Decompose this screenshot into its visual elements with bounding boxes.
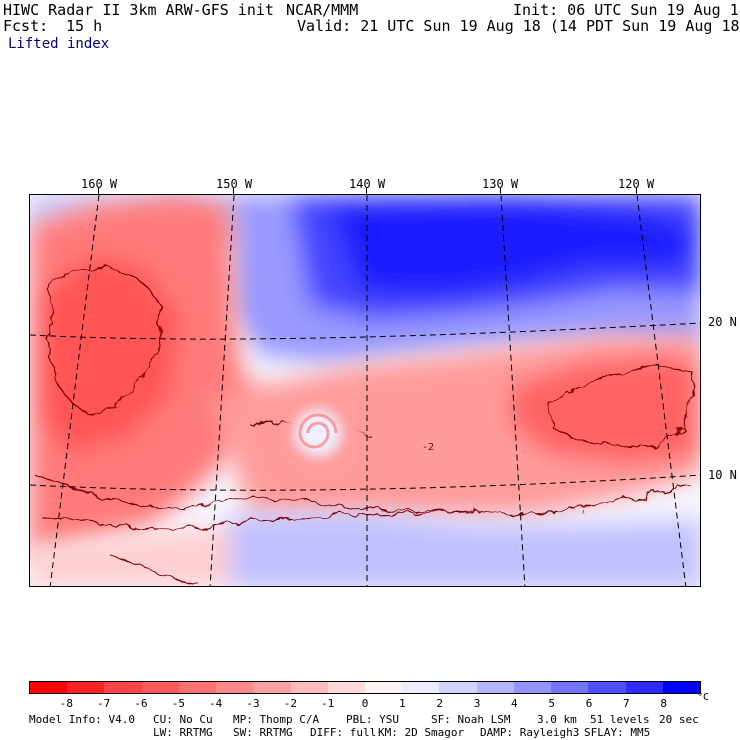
colorbar-tick-label: -1 [321,697,335,710]
colorbar-tick-label: 8 [660,697,667,710]
footer-sflay: SFLAY: MM5 [584,726,651,739]
footer-cu: CU: No Cu [153,713,213,726]
colorbar-tick-label: -7 [97,697,111,710]
contour-value-label: -2 [422,442,434,453]
colorbar-tick-label: -4 [209,697,223,710]
footer-levels: 51 levels [590,713,650,726]
footer-timestep: 20 sec [659,713,699,726]
colorbar-tick-label: -3 [246,697,260,710]
lat-lon-grid [30,195,700,586]
init-time: Init: 06 UTC Sun 19 Aug 18 [513,1,740,19]
colorbar-unit: °C [697,692,710,703]
colorbar-segment [476,682,514,693]
colorbar-tick-label: 3 [473,697,481,710]
colorbar-tick-label: 5 [548,697,555,710]
colorbar-tick-label: -6 [134,697,148,710]
footer-sf: SF: Noah LSM [431,713,511,726]
colorbar-segment [253,682,291,693]
footer-sw: SW: RRTMG [233,726,293,739]
lon-label-120w: 120 W [618,177,655,191]
colorbar-segment [30,682,68,693]
lon-label-160w: 160 W [81,177,118,191]
footer-damp: DAMP: Rayleigh3 [480,726,580,739]
model-title: HIWC Radar II 3km ARW-GFS init [3,1,274,19]
colorbar-segment [178,682,217,693]
field-name: Lifted index [8,36,110,52]
colorbar [29,681,701,694]
footer-diff: DIFF: full [310,726,377,739]
colorbar-tick-label: -5 [171,697,185,710]
colorbar-segment [290,682,328,693]
colorbar-tick-label: 0 [361,697,369,710]
colorbar-segment [364,682,403,693]
footer-resolution: 3.0 km [537,713,577,726]
lat-label-10n: 10 N [708,468,737,482]
colorbar-tick-label: 7 [623,697,630,710]
map-canvas: -2 [30,195,700,586]
colorbar-tick-label: 6 [585,697,593,710]
lon-label-140w: 140 W [349,177,386,191]
colorbar-segment [662,682,700,693]
footer-model-info: Model Info: V4.0 [29,713,135,726]
forecast-label: Fcst: [3,17,49,35]
forecast-hour: 15 h [66,17,103,35]
colorbar-segment [216,682,254,693]
colorbar-segment [141,682,179,693]
footer-km: KM: 2D Smagor [378,726,465,739]
stable-air-region [30,195,700,363]
colorbar-segment [625,682,663,693]
tropical-cyclone-swirl [285,395,365,475]
colorbar-segment [588,682,626,693]
lon-label-130w: 130 W [482,177,519,191]
org-label: NCAR/MMM [286,1,359,19]
valid-time: Valid: 21 UTC Sun 19 Aug 18 (14 PDT Sun … [297,17,740,35]
colorbar-segment [327,682,365,693]
lon-label-150w: 150 W [216,177,253,191]
lat-label-20n: 20 N [708,315,737,329]
colorbar-tick-label: -8 [59,697,73,710]
colorbar-segment [551,682,589,693]
lifted-index-map: -2 [29,194,701,587]
colorbar-tick-label: 1 [399,697,406,710]
footer-mp: MP: Thomp C/A [233,713,320,726]
colorbar-segment [104,682,142,693]
colorbar-segment [439,682,477,693]
footer-pbl: PBL: YSU [346,713,399,726]
colorbar-segment [513,682,552,693]
colorbar-segment [402,682,440,693]
footer-lw: LW: RRTMG [153,726,213,739]
colorbar-tick-label: -2 [283,697,297,710]
colorbar-segment [67,682,105,693]
colorbar-tick-label: 2 [436,697,443,710]
colorbar-tick-label: 4 [511,697,518,710]
